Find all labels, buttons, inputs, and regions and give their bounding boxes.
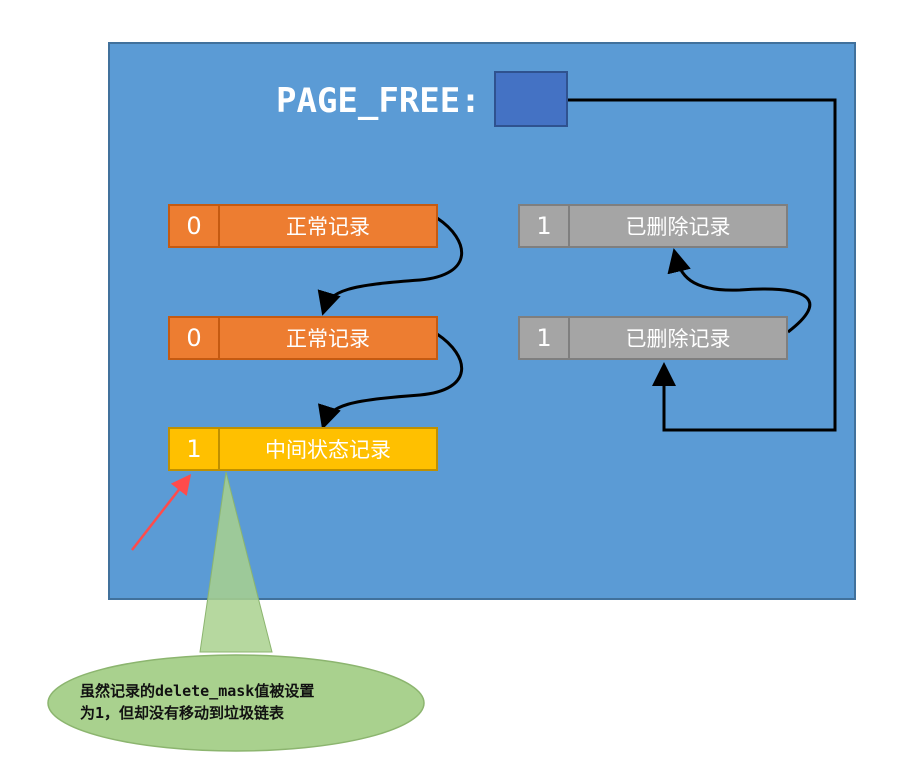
page-free-pointer-box: [494, 71, 568, 127]
page-free-link: [531, 98, 837, 432]
normal-next-link-1: [317, 216, 463, 316]
delete-mask-flag: 0: [170, 206, 220, 246]
deleted-next-link: [667, 248, 812, 334]
callout-pointer: [199, 471, 273, 653]
delete-mask-flag: 0: [170, 318, 220, 358]
deleted-record-2: 1 已删除记录: [518, 316, 788, 360]
normal-record-2: 0 正常记录: [168, 316, 438, 360]
record-label: 中间状态记录: [265, 438, 391, 462]
record-label: 正常记录: [286, 327, 370, 351]
record-label: 正常记录: [286, 215, 370, 239]
delete-mask-flag: 1: [520, 318, 570, 358]
normal-record-1: 0 正常记录: [168, 204, 438, 248]
page-free-label: PAGE_FREE:: [276, 81, 481, 121]
callout-line-2: 为1，但却没有移动到垃圾链表: [80, 704, 285, 722]
highlight-arrow: [131, 474, 192, 551]
callout-text: 虽然记录的delete_mask值被设置 为1，但却没有移动到垃圾链表: [80, 680, 420, 730]
callout-line-1: 虽然记录的delete_mask值被设置: [80, 682, 315, 700]
intermediate-record: 1 中间状态记录: [168, 427, 438, 471]
record-label: 已删除记录: [625, 215, 731, 239]
delete-mask-flag: 1: [170, 429, 220, 469]
deleted-record-1: 1 已删除记录: [518, 204, 788, 248]
callout-bubble: [47, 654, 425, 752]
record-label: 已删除记录: [625, 327, 731, 351]
normal-next-link-2: [317, 332, 463, 430]
delete-mask-flag: 1: [520, 206, 570, 246]
